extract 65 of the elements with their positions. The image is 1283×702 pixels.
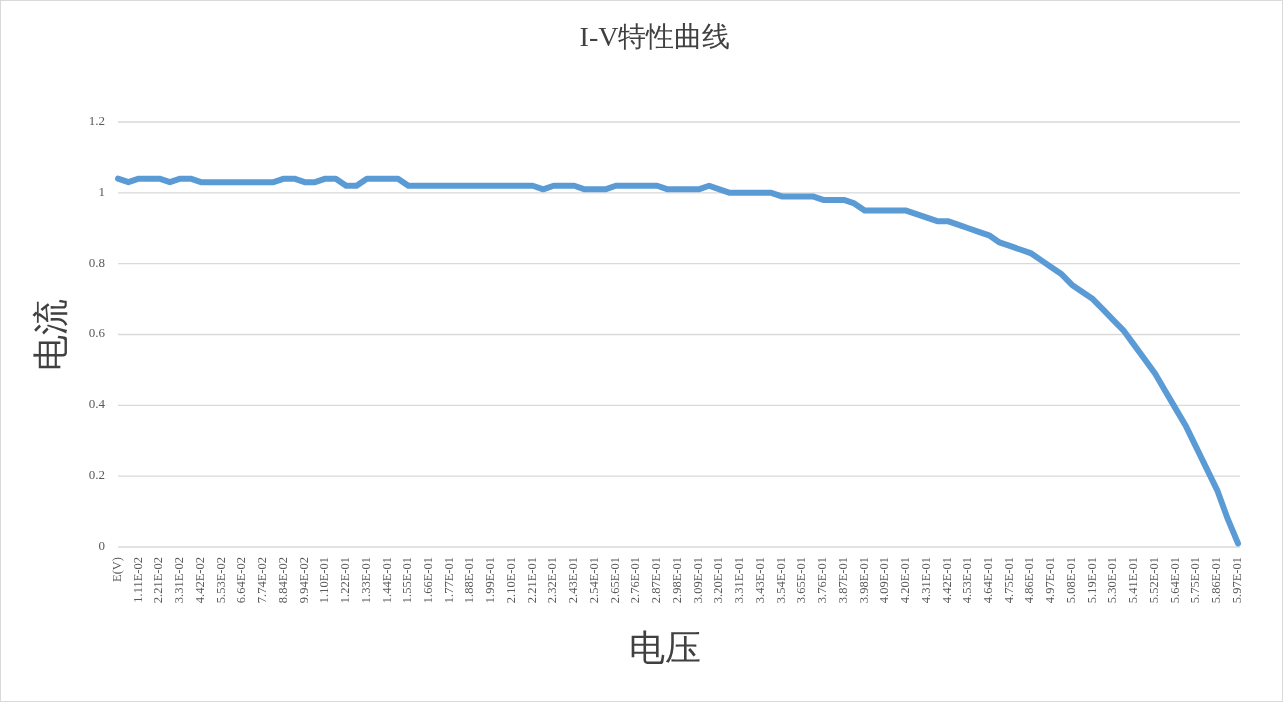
x-tick-label: 5.19E-01 bbox=[1084, 557, 1099, 604]
y-tick-label: 1.2 bbox=[88, 112, 105, 128]
y-tick-label: 0.2 bbox=[88, 467, 105, 483]
x-tick-label: 2.54E-01 bbox=[586, 557, 601, 604]
x-tick-label: 2.98E-01 bbox=[669, 557, 684, 604]
x-tick-label: 1.88E-01 bbox=[462, 557, 477, 604]
y-tick-label: 0.8 bbox=[88, 254, 105, 270]
y-tick-label: 0.4 bbox=[88, 396, 106, 412]
x-tick-label: 5.75E-01 bbox=[1188, 557, 1203, 604]
x-tick-label: 2.65E-01 bbox=[607, 557, 622, 604]
x-tick-label: 4.42E-02 bbox=[192, 557, 207, 604]
y-tick-label: 1 bbox=[98, 183, 105, 199]
x-tick-label: 4.31E-01 bbox=[918, 557, 933, 604]
x-axis-title: 电压 bbox=[629, 628, 701, 669]
y-axis-title: 电流 bbox=[31, 299, 72, 371]
x-tick-label: 5.53E-02 bbox=[213, 557, 228, 604]
x-tick-label: 2.76E-01 bbox=[628, 557, 643, 604]
x-tick-label: 2.32E-01 bbox=[545, 557, 560, 604]
x-tick-label: 9.94E-02 bbox=[296, 557, 311, 604]
x-tick-label: 4.86E-01 bbox=[1022, 557, 1037, 604]
x-tick-label: 3.87E-01 bbox=[835, 557, 850, 604]
x-tick-label: 2.43E-01 bbox=[566, 557, 581, 604]
x-tick-label: 5.64E-01 bbox=[1167, 557, 1182, 604]
x-tick-label: 8.84E-02 bbox=[275, 557, 290, 604]
x-tick-label: E(V) bbox=[109, 557, 124, 582]
x-tick-label: 4.75E-01 bbox=[1001, 557, 1016, 604]
x-tick-label: 1.10E-01 bbox=[317, 557, 332, 604]
x-tick-label: 5.30E-01 bbox=[1105, 557, 1120, 604]
chart-title: I-V特性曲线 bbox=[579, 21, 731, 53]
x-tick-label: 4.97E-01 bbox=[1043, 557, 1058, 604]
x-tick-label: 1.22E-01 bbox=[338, 557, 353, 604]
x-tick-label: 3.20E-01 bbox=[711, 557, 726, 604]
x-tick-label: 3.98E-01 bbox=[856, 557, 871, 604]
x-tick-label: 1.55E-01 bbox=[400, 557, 415, 604]
x-tick-label: 2.21E-02 bbox=[151, 557, 166, 604]
x-tick-label: 4.53E-01 bbox=[960, 557, 975, 604]
x-tick-label: 6.64E-02 bbox=[234, 557, 249, 604]
x-tick-label: 3.76E-01 bbox=[815, 557, 830, 604]
x-tick-label: 7.74E-02 bbox=[255, 557, 270, 604]
x-tick-label: 1.11E-02 bbox=[130, 557, 145, 603]
x-tick-label: 3.43E-01 bbox=[752, 557, 767, 604]
x-tick-label: 4.09E-01 bbox=[877, 557, 892, 604]
x-tick-label: 5.52E-01 bbox=[1146, 557, 1161, 604]
x-tick-label: 1.77E-01 bbox=[441, 557, 456, 604]
x-tick-label: 2.87E-01 bbox=[649, 557, 664, 604]
x-tick-label: 2.21E-01 bbox=[524, 557, 539, 604]
x-tick-label: 1.99E-01 bbox=[483, 557, 498, 604]
x-tick-label: 3.31E-01 bbox=[732, 557, 747, 604]
x-tick-label: 3.31E-02 bbox=[172, 557, 187, 604]
x-tick-label: 5.97E-01 bbox=[1229, 557, 1244, 604]
x-tick-label: 1.44E-01 bbox=[379, 557, 394, 604]
x-tick-label: 5.41E-01 bbox=[1126, 557, 1141, 604]
y-tick-label: 0.6 bbox=[88, 325, 106, 341]
y-tick-label: 0 bbox=[98, 537, 105, 553]
x-tick-label: 2.10E-01 bbox=[503, 557, 518, 604]
x-tick-label: 3.54E-01 bbox=[773, 557, 788, 604]
x-tick-label: 3.65E-01 bbox=[794, 557, 809, 604]
x-tick-label: 4.20E-01 bbox=[898, 557, 913, 604]
x-tick-label: 5.86E-01 bbox=[1209, 557, 1224, 604]
x-tick-label: 4.64E-01 bbox=[980, 557, 995, 604]
x-tick-label: 3.09E-01 bbox=[690, 557, 705, 604]
x-tick-label: 1.66E-01 bbox=[420, 557, 435, 604]
x-tick-label: 4.42E-01 bbox=[939, 557, 954, 604]
x-tick-label: 1.33E-01 bbox=[358, 557, 373, 604]
x-tick-label: 5.08E-01 bbox=[1063, 557, 1078, 604]
